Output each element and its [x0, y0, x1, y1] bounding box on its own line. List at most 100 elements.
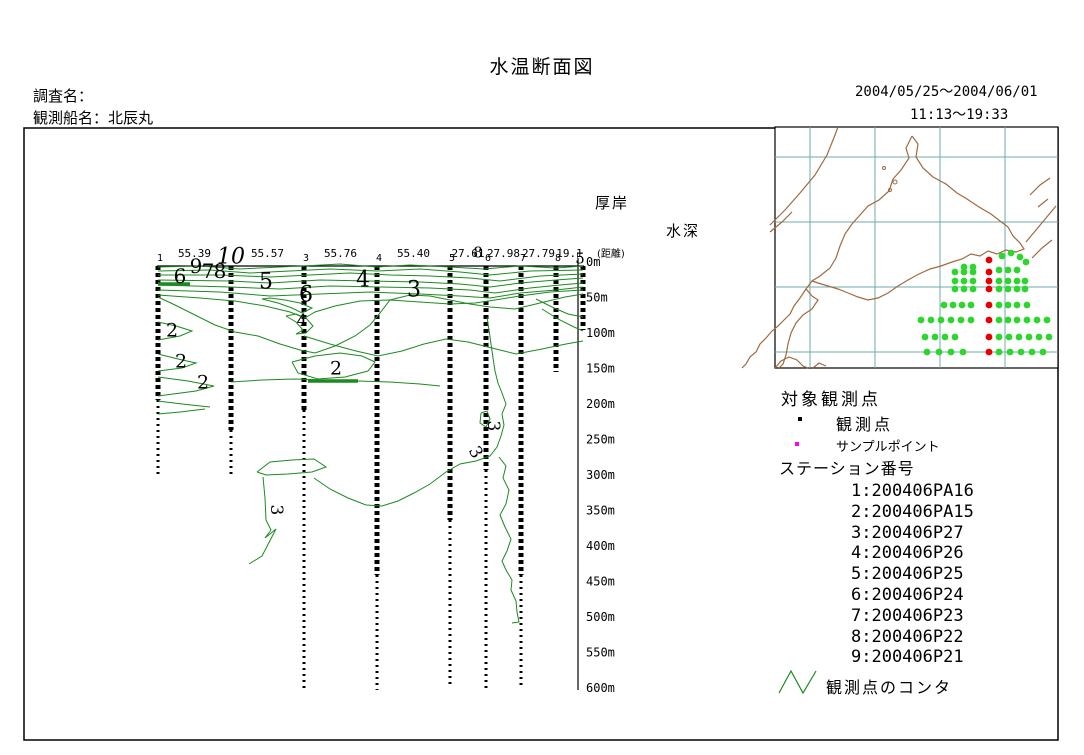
map-observation-dot	[1021, 285, 1029, 293]
station-id-item: 5:200406P25	[851, 564, 964, 585]
map-observation-dot	[927, 316, 935, 324]
legend-title: 対象観測点	[781, 390, 881, 410]
map-observation-dot	[1005, 333, 1013, 341]
temperature-contour-line	[157, 263, 584, 270]
map-coastline	[1025, 205, 1057, 243]
map-observation-dot	[947, 348, 955, 356]
map-transect-station-dot	[985, 333, 993, 341]
map-island	[892, 179, 898, 185]
legend-sample-point-label: サンプルポイント	[836, 440, 940, 455]
temperature-contour-line	[261, 297, 314, 314]
time-range: 11:13～19:33	[910, 107, 1009, 123]
map-observation-dot	[1022, 258, 1030, 266]
temperature-contour-line	[157, 321, 194, 341]
station-id-item: 9:200406P21	[851, 647, 964, 668]
map-observation-dot	[1015, 333, 1023, 341]
map-observation-dot	[1004, 277, 1012, 285]
map-observation-dot	[941, 333, 949, 341]
map-transect-station-dot	[985, 285, 993, 293]
map-observation-dot	[1028, 348, 1036, 356]
map-observation-dot	[1035, 333, 1043, 341]
temperature-contour-line	[157, 282, 584, 294]
station-id-item: 6:200406P24	[851, 584, 964, 605]
contour-value-label: 7	[202, 259, 215, 283]
map-observation-dot	[1007, 249, 1015, 257]
map-transect-station-dot	[985, 316, 993, 324]
contour-value-label: 2	[166, 320, 178, 342]
temperature-contour-line	[157, 286, 584, 299]
station-id-item: 2:200406PA15	[851, 501, 974, 522]
map-observation-dot	[959, 348, 967, 356]
map-observation-dot	[1045, 333, 1053, 341]
legend-sample-point-icon	[795, 442, 799, 446]
map-observation-dot	[1006, 348, 1014, 356]
contour-value-label: 8	[473, 243, 483, 261]
depth-tick-label: 550m	[586, 646, 615, 660]
map-observation-dot	[1004, 266, 1012, 274]
date-range: 2004/05/25～2004/06/01	[855, 84, 1038, 100]
contour-value-label: 5	[259, 270, 273, 295]
contour-value-label: 2	[175, 351, 187, 373]
depth-tick-label: 50m	[586, 291, 608, 305]
temperature-contour-line	[313, 316, 507, 507]
map-island	[882, 166, 886, 170]
legend-contour-zigzag-icon	[778, 669, 817, 695]
temperature-contour-line	[157, 376, 215, 397]
depth-axis-title: 水深	[666, 222, 701, 240]
map-observation-dot	[1004, 285, 1012, 293]
legend-station-list-title: ステーション番号	[779, 459, 915, 478]
station-number-label: 7	[520, 253, 526, 264]
page-title: 水温断面図	[489, 56, 595, 78]
map-transect-station-dot	[985, 301, 993, 309]
contour-value-label: 2	[197, 372, 209, 394]
map-observation-dot	[1013, 277, 1021, 285]
map-observation-dot	[1013, 301, 1021, 309]
temperature-contour-line	[157, 293, 584, 354]
map-observation-dot	[969, 268, 977, 276]
legend-obs-point-label: 観測点	[836, 415, 894, 434]
temperature-contour-line	[541, 308, 584, 332]
map-observation-dot	[967, 316, 975, 324]
map-observation-dot	[935, 348, 943, 356]
station-number-label: 3	[303, 253, 309, 264]
map-transect-station-dot	[985, 268, 993, 276]
map-observation-dot	[1016, 253, 1024, 261]
station-id-item: 1:200406PA16	[851, 481, 974, 501]
map-observation-dot	[960, 263, 968, 271]
station-distance-label: 27.98	[487, 247, 520, 260]
map-observation-dot	[1023, 301, 1031, 309]
map-observation-dot	[998, 252, 1006, 260]
depth-tick-label: 350m	[586, 504, 615, 518]
map-coastline	[1029, 177, 1051, 196]
map-coastline	[812, 362, 827, 369]
map-observation-dot	[951, 268, 959, 276]
map-observation-dot	[937, 316, 945, 324]
distance-unit-label: (距離)	[597, 247, 625, 260]
map-coastline	[1031, 239, 1053, 259]
contour-value-label: 5	[575, 249, 585, 267]
station-distance-label: 55.40	[397, 247, 430, 260]
station-number-label: 5	[449, 253, 455, 264]
contour-value-label: 6	[299, 283, 313, 308]
station-id-item: 4:200406P26	[851, 543, 964, 564]
map-observation-dot	[995, 285, 1003, 293]
depth-tick-label: 250m	[586, 433, 615, 447]
map-observation-dot	[995, 348, 1003, 356]
depth-tick-label: 100m	[586, 326, 615, 340]
map-observation-dot	[1013, 316, 1021, 324]
station-distance-label: 27.79	[522, 247, 555, 260]
contour-value-label: 8	[214, 259, 227, 283]
map-transect-station-dot	[985, 348, 993, 356]
contour-value-label: 9	[190, 254, 203, 278]
coast-name-label: 厚岸	[595, 194, 630, 212]
depth-tick-label: 150m	[586, 362, 615, 376]
map-observation-dot	[1004, 301, 1012, 309]
station-number-label: 1	[157, 253, 163, 264]
temperature-contour-line	[248, 476, 277, 565]
depth-tick-label: 450m	[586, 575, 615, 589]
map-observation-dot	[967, 301, 975, 309]
map-observation-dot	[995, 316, 1003, 324]
depth-tick-label: 400m	[586, 539, 615, 553]
station-id-item: 8:200406P22	[851, 626, 964, 647]
